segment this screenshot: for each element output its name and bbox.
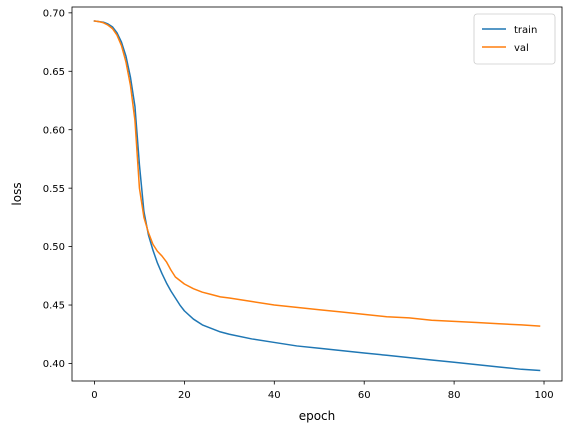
y-tick-label: 0.55 xyxy=(43,184,65,195)
y-tick-label: 0.50 xyxy=(43,242,65,253)
y-tick-label: 0.70 xyxy=(43,8,65,19)
y-axis-ticks: 0.40 0.45 0.50 0.55 0.60 0.65 0.70 xyxy=(43,8,72,370)
series-line-train xyxy=(93,20,541,372)
y-tick-label: 0.60 xyxy=(43,125,65,136)
x-tick-label: 100 xyxy=(534,390,553,401)
legend-box xyxy=(473,13,556,65)
series-line-val xyxy=(93,20,541,327)
legend-items: train val xyxy=(482,25,537,54)
y-tick-label: 0.40 xyxy=(43,359,65,370)
x-tick-label: 0 xyxy=(91,390,97,401)
x-tick-label: 60 xyxy=(358,390,371,401)
x-tick-label: 20 xyxy=(178,390,191,401)
legend: train val xyxy=(473,13,556,65)
y-axis-label: loss xyxy=(10,182,24,205)
series-layer xyxy=(93,20,541,372)
legend-label-train: train xyxy=(514,25,537,36)
y-tick-label: 0.45 xyxy=(43,301,65,312)
x-tick-label: 80 xyxy=(448,390,461,401)
y-tick-label: 0.65 xyxy=(43,67,65,78)
x-axis-label: epoch xyxy=(299,409,336,423)
x-tick-label: 40 xyxy=(268,390,281,401)
x-axis-ticks: 0 20 40 60 80 100 xyxy=(91,381,554,401)
plot-frame xyxy=(71,6,563,382)
legend-label-val: val xyxy=(514,43,529,54)
